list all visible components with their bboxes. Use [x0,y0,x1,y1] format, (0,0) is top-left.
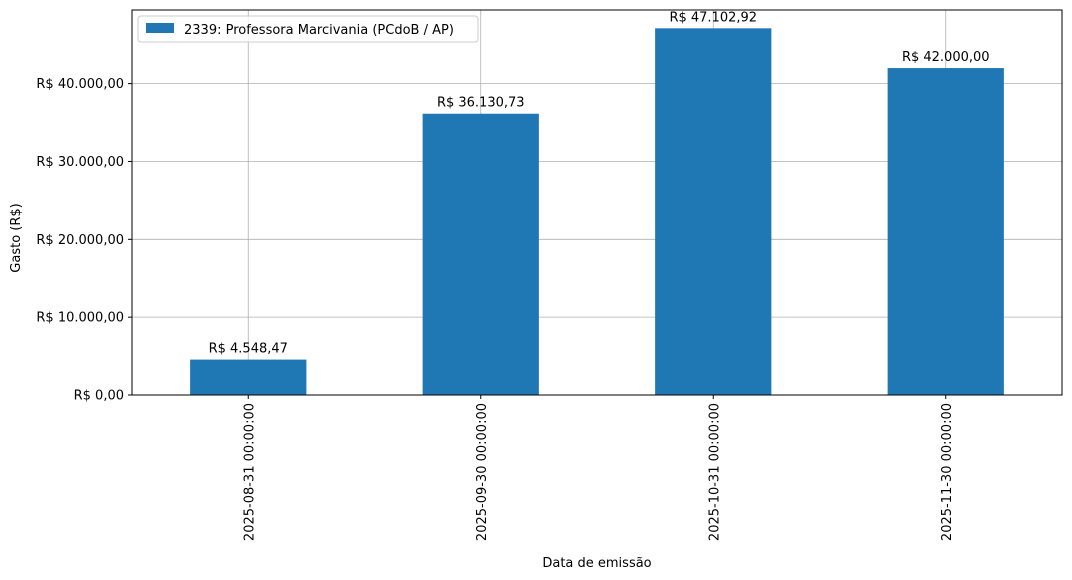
y-tick-label: R$ 40.000,00 [36,77,124,92]
x-tick-label: 2025-09-30 00:00:00 [475,403,490,541]
x-tick-label: 2025-08-31 00:00:00 [242,403,257,541]
bar-value-label: R$ 4.548,47 [209,342,288,357]
bar [887,68,1004,395]
bar-value-label: R$ 47.102,92 [669,10,757,25]
bar-value-label: R$ 42.000,00 [902,50,990,65]
y-tick-label: R$ 20.000,00 [36,233,124,248]
legend: 2339: Professora Marcivania (PCdoB / AP) [137,15,479,43]
y-axis-label: Gasto (R$) [9,203,24,272]
y-tick-label: R$ 30.000,00 [36,155,124,170]
bar-labels-layer: R$ 4.548,47 R$ 36.130,73 R$ 47.102,92 R$ 42… [209,10,990,356]
y-axis-ticks: R$ 0,00 R$ 10.000,00 R$ 20.000,00 R$ 30.000… [36,77,132,404]
y-tick-label: R$ 10.000,00 [36,311,124,326]
legend-frame [137,15,479,43]
x-tick-label: 2025-10-31 00:00:00 [707,403,722,541]
x-axis-label: Data de emissão [542,556,651,571]
bar [422,113,539,395]
x-tick-label: 2025-11-30 00:00:00 [940,403,955,541]
bar [190,359,307,395]
y-tick-label: R$ 0,00 [74,389,124,404]
bars-layer [190,28,1004,395]
legend-entry: 2339: Professora Marcivania (PCdoB / AP) [184,23,454,38]
bar [655,28,772,395]
bar-value-label: R$ 36.130,73 [437,96,525,111]
plot-area-frame [131,9,1063,396]
legend-swatch [146,23,174,33]
x-axis-ticks: 2025-08-31 00:00:00 2025-09-30 00:00:00 20… [242,395,955,541]
